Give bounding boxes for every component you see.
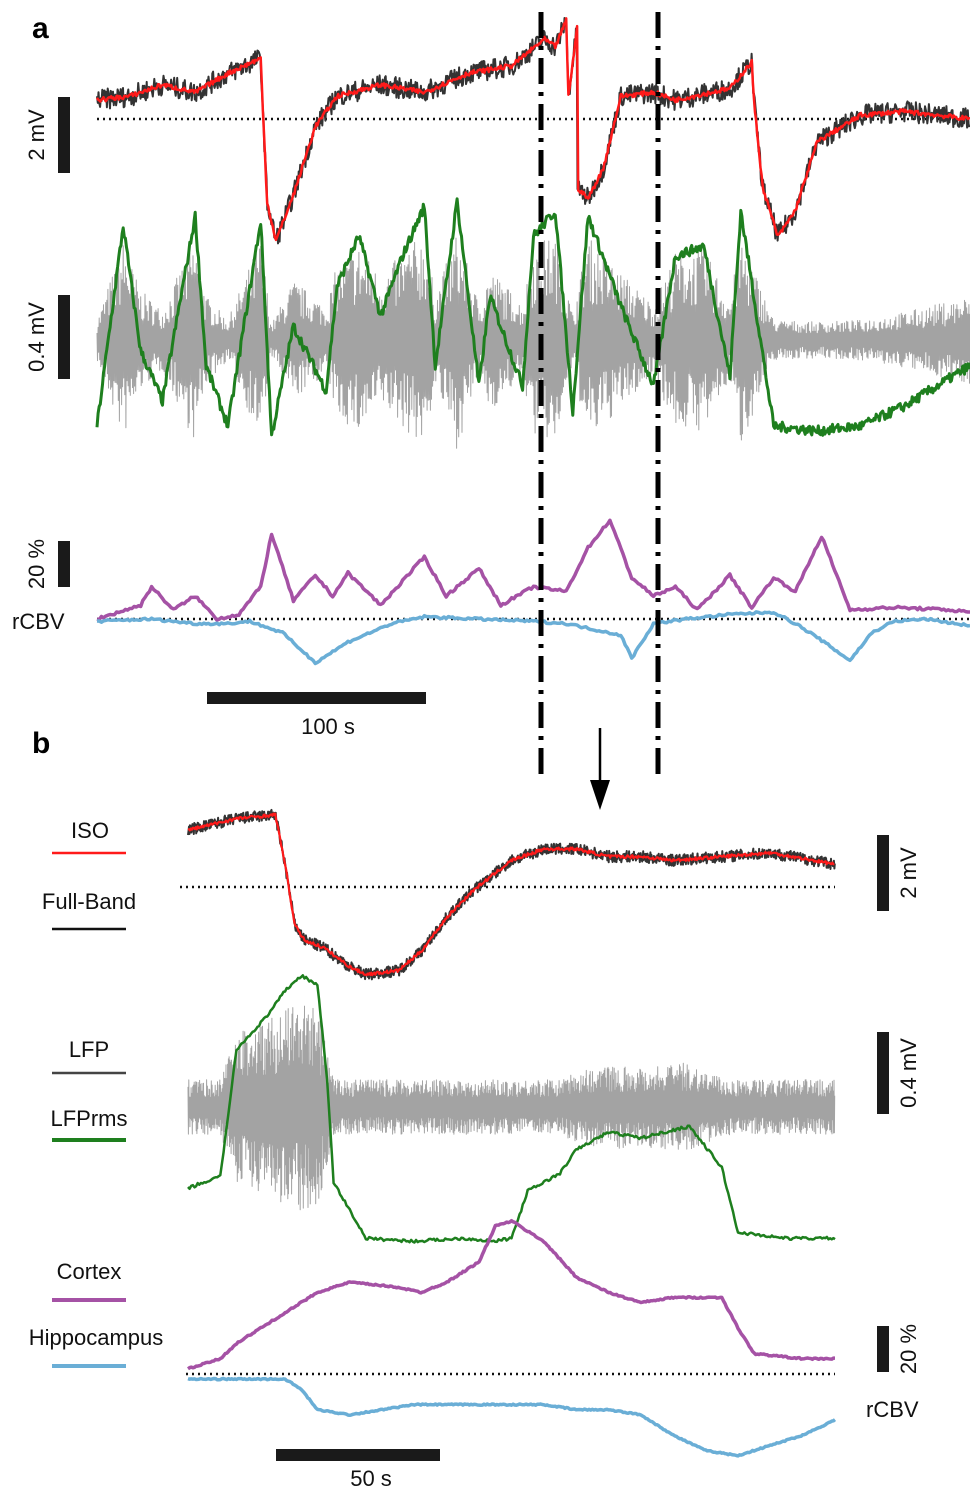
a-cortex-trace	[96, 518, 970, 622]
b-hippocampus-trace	[187, 1376, 837, 1458]
a-lfp-scale-bar	[58, 295, 70, 379]
a-hippocampus-line	[96, 610, 970, 666]
a-voltage-scale-bar	[58, 97, 70, 173]
b-iso-trace	[187, 812, 835, 977]
b-voltage-scale-label: 2 mV	[896, 847, 921, 899]
a-lfprms-trace	[95, 197, 970, 437]
a-lfprms-line	[95, 197, 970, 437]
a-time-scale-label: 100 s	[301, 714, 355, 739]
b-lfp-scale-label: 0.4 mV	[896, 1038, 921, 1108]
a-time-scale-bar	[207, 692, 426, 704]
legend-lfprms-label: LFPrms	[51, 1106, 128, 1131]
a-rcbv-scale-label: 20 %	[24, 539, 49, 589]
b-lfp-line	[187, 1005, 836, 1211]
legend: ISO Full-Band LFP LFPrms Cortex Hippocam…	[29, 818, 164, 1368]
legend-hippocampus-label: Hippocampus	[29, 1325, 164, 1350]
a-lfp-scale-label: 0.4 mV	[24, 302, 49, 372]
legend-iso-label: ISO	[71, 818, 109, 843]
a-rcbv-scale-bar	[58, 541, 70, 587]
panel-b-label: b	[32, 727, 50, 760]
b-rcbv-scale-label: 20 %	[896, 1324, 921, 1374]
legend-cortex-label: Cortex	[57, 1259, 122, 1284]
panel-a-label: a	[32, 12, 49, 45]
b-lfp-scale-bar	[877, 1032, 889, 1114]
down-arrow-icon	[590, 728, 610, 810]
b-hippocampus-line	[187, 1376, 837, 1458]
b-cortex-line	[187, 1218, 836, 1371]
b-lfprms-line	[187, 974, 836, 1244]
b-fullband-trace	[187, 808, 836, 981]
legend-lfp-label: LFP	[69, 1037, 109, 1062]
b-fullband-line	[187, 808, 836, 981]
b-lfp-trace	[187, 1005, 836, 1211]
a-rcbv-label: rCBV	[12, 609, 65, 634]
panel-b-plot	[180, 808, 837, 1458]
b-cortex-trace	[187, 1218, 836, 1371]
b-rcbv-label: rCBV	[866, 1397, 919, 1422]
a-cortex-line	[96, 518, 970, 622]
legend-fullband-label: Full-Band	[42, 889, 136, 914]
b-voltage-scale-bar	[877, 835, 889, 911]
a-iso-line	[95, 17, 970, 242]
a-lfp-trace	[96, 237, 970, 449]
a-lfp-line	[96, 237, 970, 449]
b-time-scale-label: 50 s	[350, 1466, 392, 1489]
a-iso-trace	[95, 17, 970, 242]
a-hippocampus-trace	[96, 610, 970, 666]
b-time-scale-bar	[276, 1449, 440, 1461]
b-lfprms-trace	[187, 974, 836, 1244]
b-rcbv-scale-bar	[877, 1326, 889, 1372]
a-voltage-scale-label: 2 mV	[24, 109, 49, 161]
panel-a-plot	[95, 17, 970, 666]
b-iso-line	[187, 812, 835, 977]
